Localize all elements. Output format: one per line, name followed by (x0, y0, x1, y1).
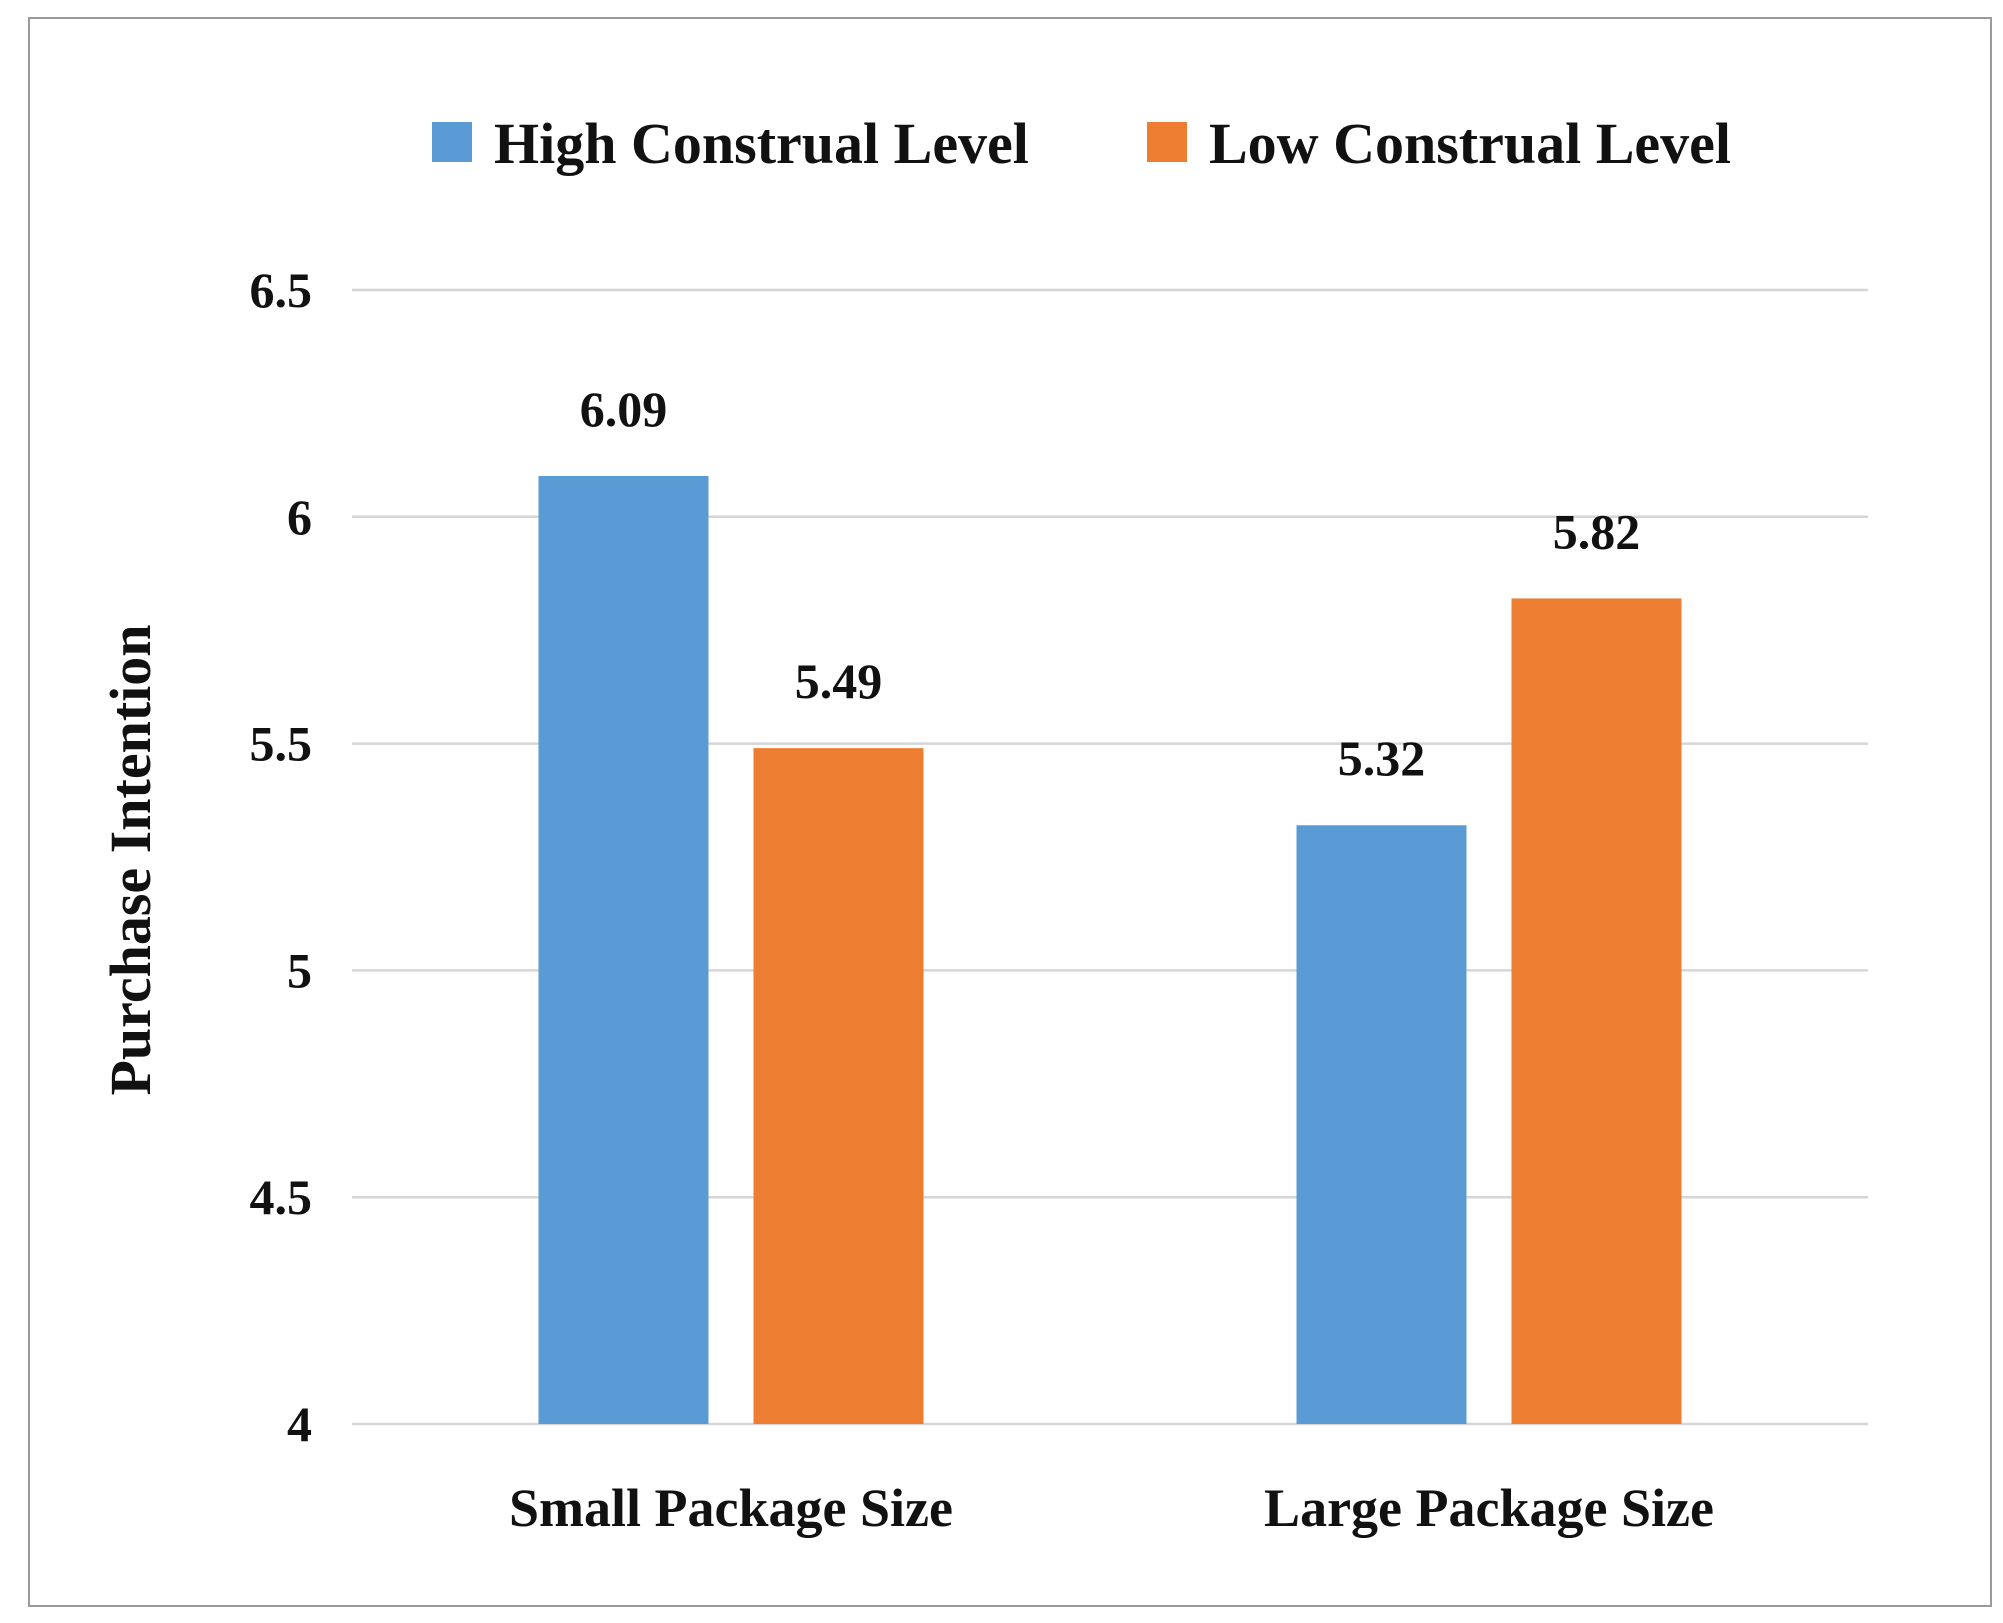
data-labels: 6.09 5.49 5.32 5.82 (580, 381, 1641, 786)
x-axis-categories: Small Package Size Large Package Size (509, 1478, 1714, 1538)
y-tick-label: 4.5 (250, 1169, 313, 1225)
bar (1296, 825, 1467, 1424)
y-tick-label: 4 (287, 1396, 312, 1452)
y-tick-label: 5.5 (250, 716, 313, 772)
bars (538, 475, 1682, 1424)
legend-label-high-construal: High Construal Level (494, 111, 1029, 176)
data-label: 6.09 (580, 381, 668, 437)
data-label: 5.82 (1553, 503, 1641, 559)
legend-swatch-high-construal (432, 122, 472, 162)
y-tick-label: 6 (287, 489, 312, 545)
legend-swatch-low-construal (1147, 122, 1187, 162)
x-category-label: Small Package Size (509, 1478, 953, 1538)
y-axis-label: Purchase Intention (98, 624, 163, 1095)
x-category-label: Large Package Size (1264, 1478, 1714, 1538)
bar (538, 475, 709, 1424)
data-label: 5.32 (1338, 730, 1426, 786)
y-tick-label: 6.5 (250, 262, 313, 318)
y-tick-label: 5 (287, 942, 312, 998)
bar (1511, 598, 1682, 1424)
y-axis-ticks: 4 4.5 5 5.5 6 6.5 (250, 262, 313, 1452)
legend: High Construal Level Low Construal Level (432, 111, 1731, 176)
legend-label-low-construal: Low Construal Level (1209, 111, 1731, 176)
data-label: 5.49 (795, 653, 883, 709)
bar (753, 748, 924, 1424)
